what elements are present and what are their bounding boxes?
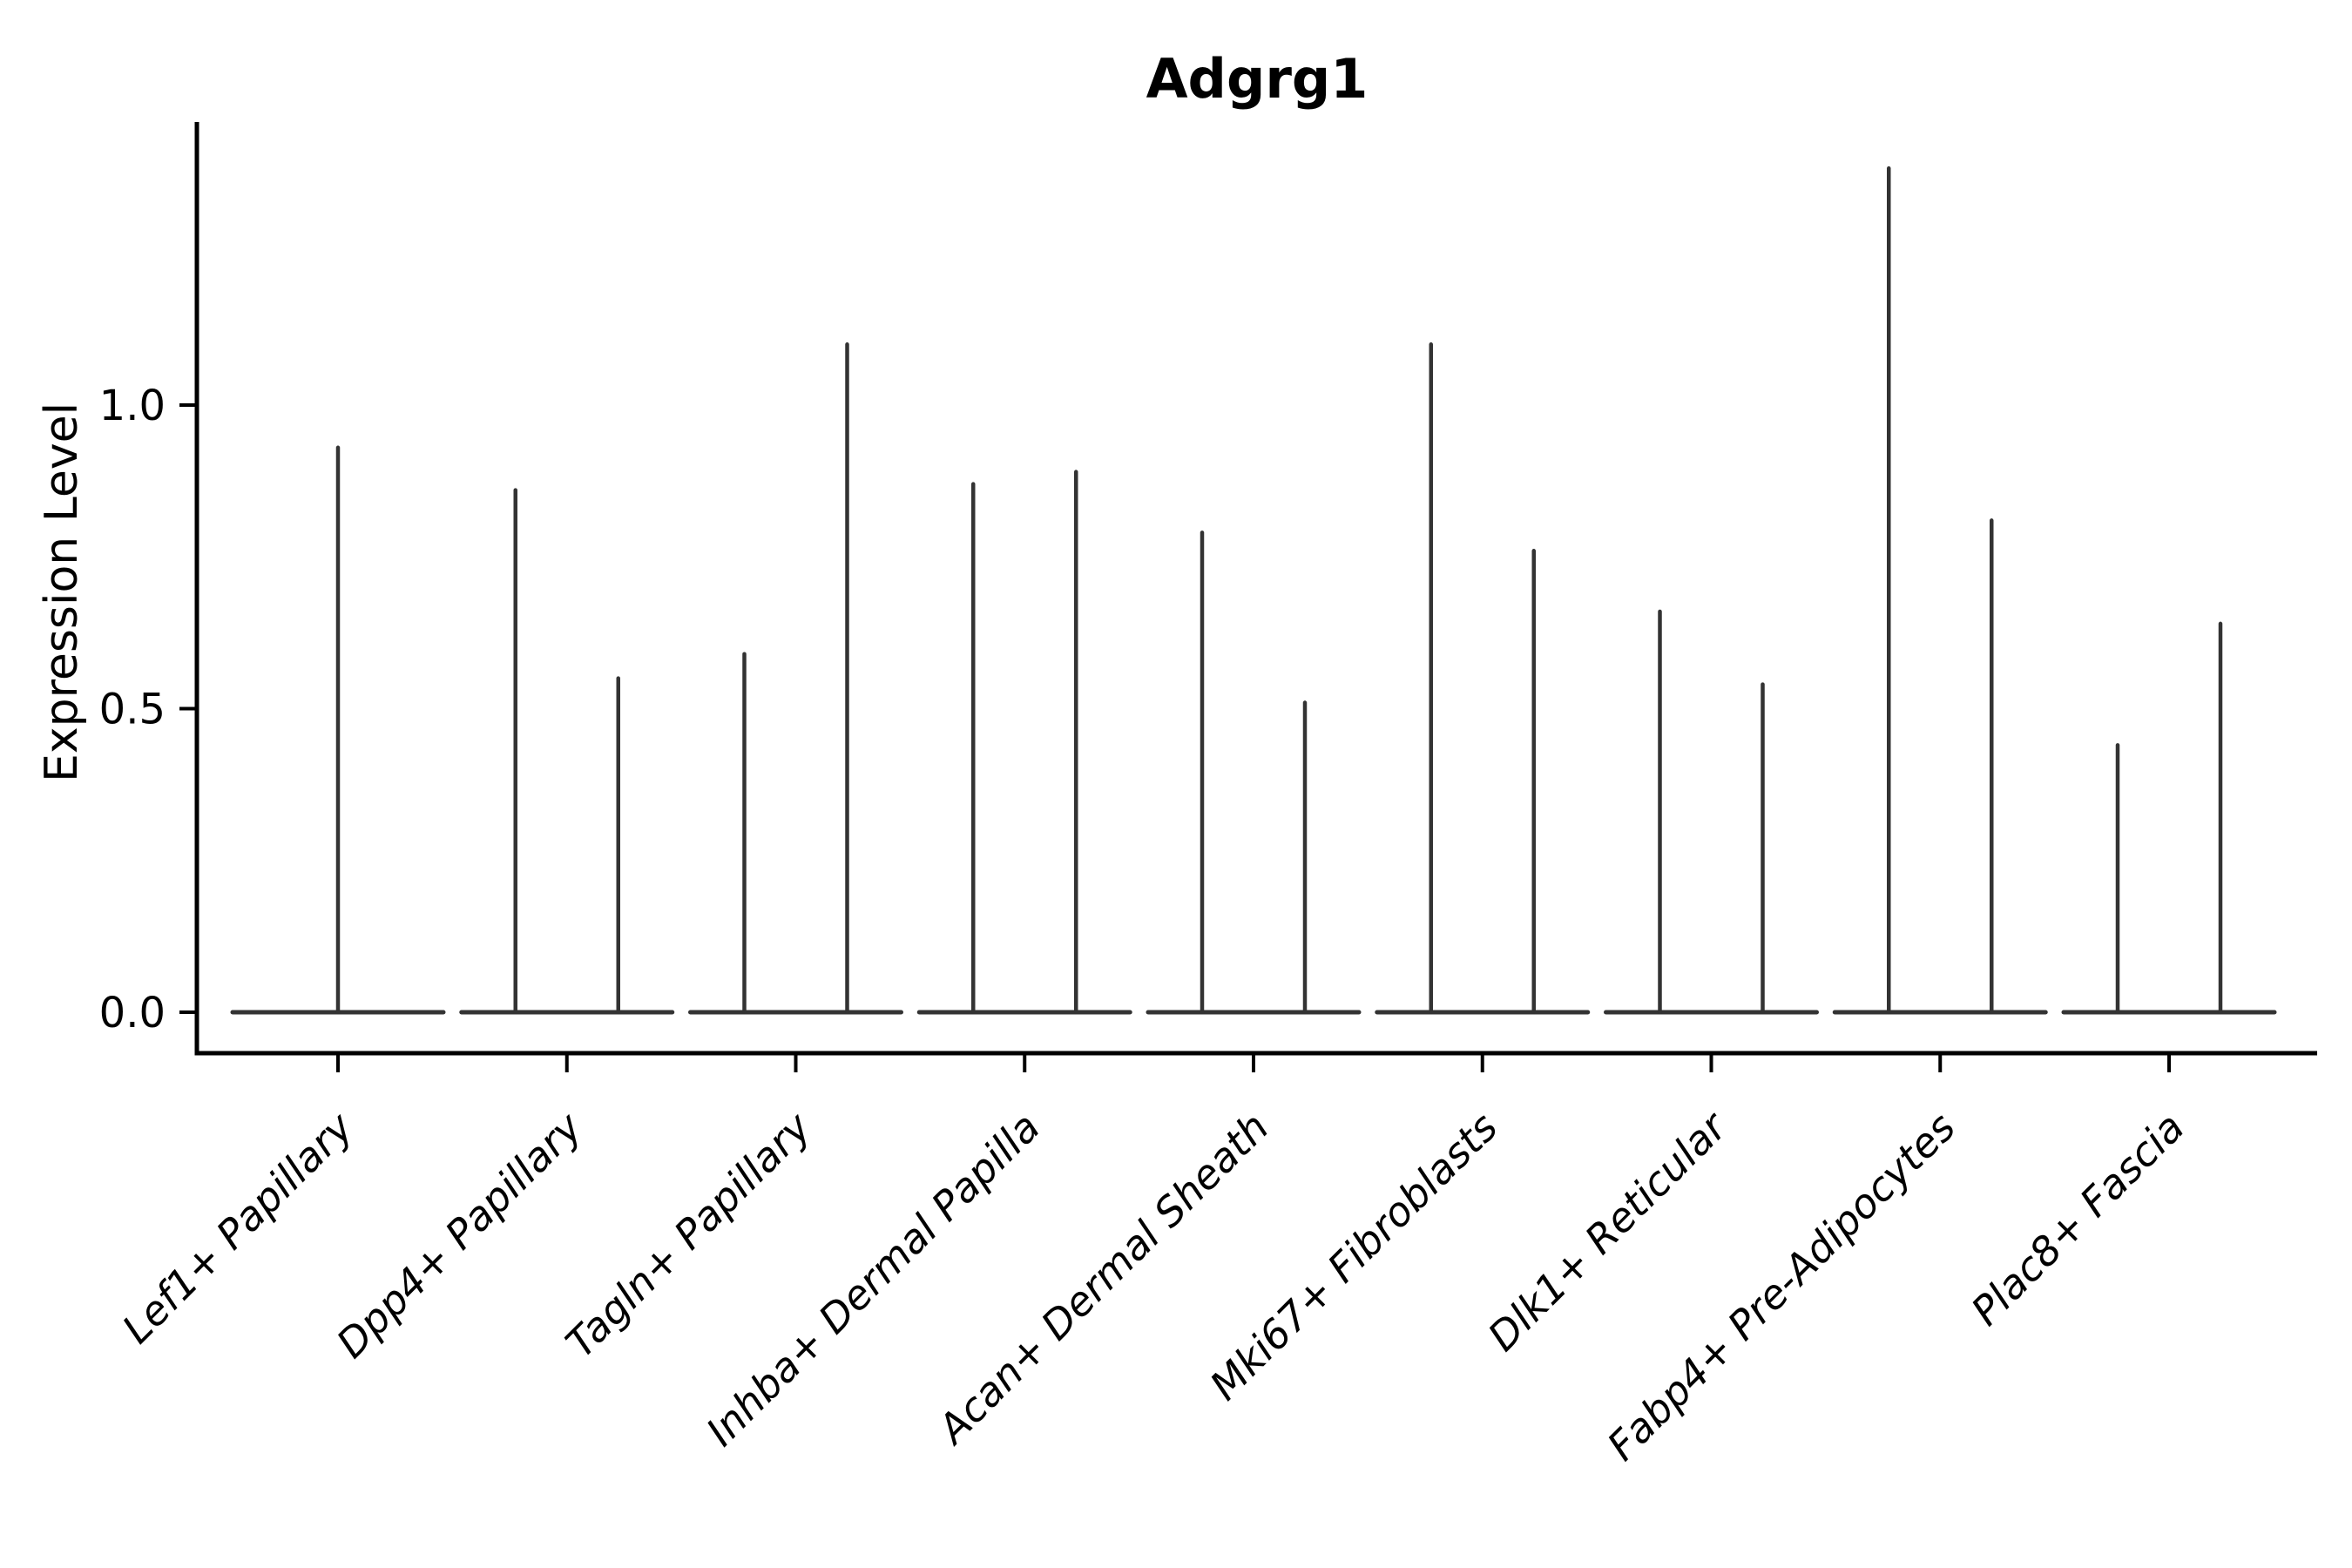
x-tick-label: Tagln+ Papillary bbox=[557, 1103, 821, 1367]
y-tick-label: 1.0 bbox=[99, 382, 166, 430]
y-tick-label: 0.0 bbox=[99, 989, 166, 1037]
chart-title: Adgrg1 bbox=[1146, 47, 1369, 111]
x-tick-label: Lef1+ Papillary bbox=[113, 1103, 362, 1352]
y-tick-label: 0.5 bbox=[99, 686, 166, 734]
y-axis-label: Expression Level bbox=[36, 402, 88, 782]
x-tick-label: Dpp4+ Papillary bbox=[328, 1103, 591, 1367]
x-tick-label: Dlk1+ Reticular bbox=[1479, 1101, 1738, 1360]
x-tick-label: Plac8+ Fascia bbox=[1962, 1104, 2193, 1335]
